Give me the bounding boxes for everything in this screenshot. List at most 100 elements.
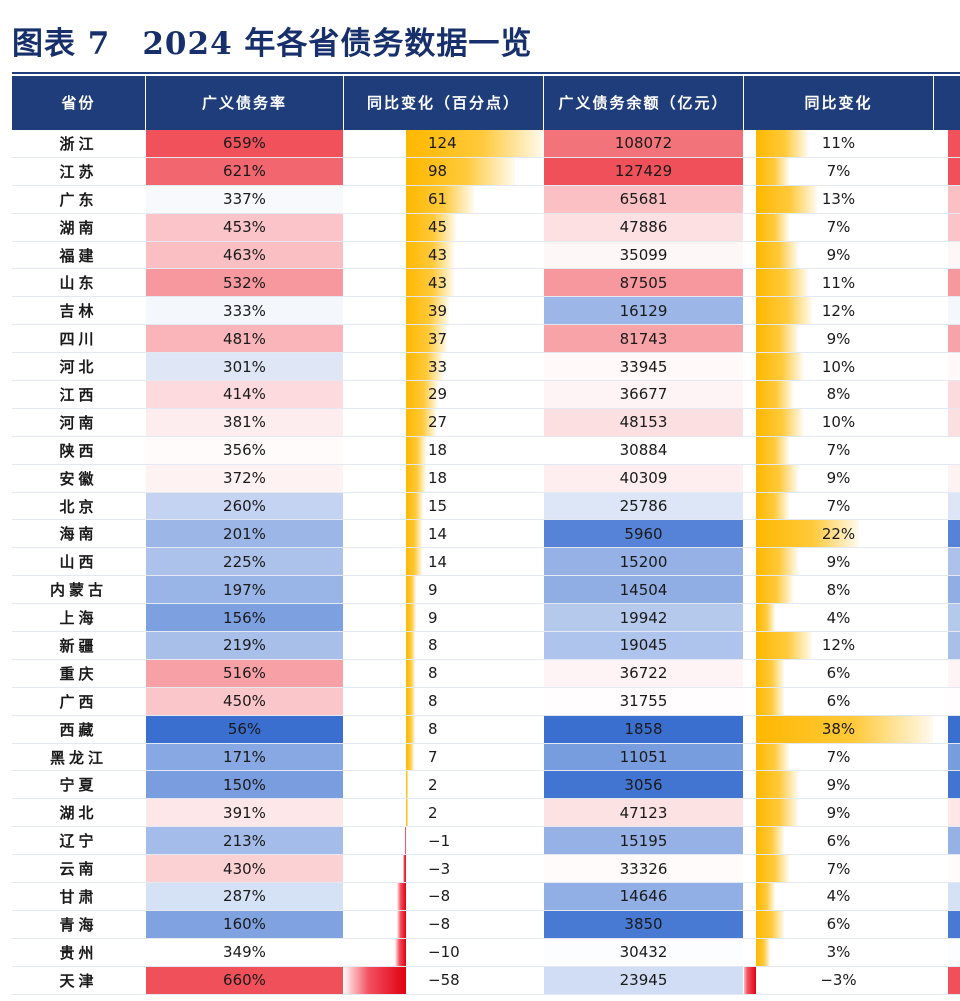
debt-ratio-cell: 349%: [146, 938, 344, 966]
balance-yoy-value: 6%: [826, 915, 851, 934]
balance-yoy-bar-negative: [744, 966, 756, 994]
debt-ratio-cell: 219%: [146, 632, 344, 659]
debt-balance-cell: 16129: [544, 297, 744, 325]
balance-yoy-value: 38%: [821, 720, 856, 739]
province-cell: 陕西: [12, 436, 146, 464]
debt-balance-cell: 81743: [544, 325, 744, 353]
debt-balance-cell: 14646: [544, 883, 744, 910]
edge-swatch: [948, 799, 960, 827]
province-cell: 云南: [12, 855, 146, 883]
table-row: 辽宁 213% −1 15195 6%: [12, 827, 960, 856]
balance-yoy-value: 7%: [826, 497, 851, 516]
province-cell: 河南: [12, 408, 146, 436]
balance-yoy-value: 8%: [826, 580, 851, 599]
debt-balance-cell: 11051: [544, 743, 744, 771]
table-row: 浙江 659% 124 108072 11%: [12, 130, 960, 158]
balance-yoy-value: 7%: [826, 218, 851, 237]
ratio-change-bar-positive: [406, 771, 409, 799]
balance-yoy-cell: 10%: [744, 353, 934, 381]
edge-cell: [934, 966, 960, 994]
balance-yoy-bar-positive: [756, 520, 860, 548]
debt-balance-cell: 15200: [544, 548, 744, 576]
table-row: 河南 381% 27 48153 10%: [12, 408, 960, 437]
debt-balance-cell: 36677: [544, 381, 744, 408]
edge-cell: [934, 743, 960, 771]
balance-yoy-bar-positive: [756, 157, 789, 185]
edge-swatch: [948, 185, 960, 213]
ratio-change-cell: 8: [344, 659, 544, 687]
balance-yoy-value: 10%: [821, 413, 856, 432]
ratio-change-bar-positive: [406, 185, 474, 213]
title-rule: [12, 72, 960, 74]
edge-swatch: [948, 883, 960, 910]
table-row: 山东 532% 43 87505 11%: [12, 269, 960, 298]
debt-ratio-cell: 56%: [146, 715, 344, 743]
edge-cell: [934, 325, 960, 353]
table-row: 天津 660% −58 23945 −3%: [12, 966, 960, 995]
balance-yoy-value: 10%: [821, 357, 856, 376]
edge-swatch: [948, 687, 960, 715]
balance-yoy-value: 11%: [821, 134, 856, 153]
ratio-change-value: 43: [428, 246, 448, 264]
table-row: 陕西 356% 18 30884 7%: [12, 436, 960, 465]
balance-yoy-cell: 4%: [744, 604, 934, 632]
debt-balance-cell: 36722: [544, 659, 744, 687]
edge-swatch: [948, 743, 960, 771]
ratio-change-cell: 61: [344, 185, 544, 213]
debt-ratio-cell: 516%: [146, 659, 344, 687]
edge-cell: [934, 855, 960, 883]
ratio-change-bar-positive: [406, 715, 415, 743]
debt-balance-cell: 19942: [544, 604, 744, 632]
balance-yoy-cell: 3%: [744, 938, 934, 966]
debt-balance-cell: 14504: [544, 576, 744, 604]
edge-swatch: [948, 325, 960, 353]
edge-cell: [934, 799, 960, 827]
province-cell: 山西: [12, 548, 146, 576]
debt-balance-cell: 1858: [544, 715, 744, 743]
balance-yoy-cell: 9%: [744, 241, 934, 269]
debt-ratio-cell: 213%: [146, 827, 344, 855]
balance-yoy-value: 9%: [826, 329, 851, 348]
debt-balance-cell: 35099: [544, 241, 744, 269]
ratio-change-value: 29: [428, 385, 448, 404]
table-row: 内蒙古 197% 9 14504 8%: [12, 576, 960, 605]
header-edge: [934, 76, 960, 130]
balance-yoy-value: 9%: [826, 552, 851, 571]
debt-ratio-cell: 463%: [146, 241, 344, 269]
edge-cell: [934, 548, 960, 576]
ratio-change-value: 33: [428, 357, 448, 376]
ratio-change-bar-positive: [406, 632, 415, 659]
balance-yoy-cell: 7%: [744, 743, 934, 771]
edge-swatch: [948, 213, 960, 241]
balance-yoy-value: 4%: [826, 887, 851, 906]
ratio-change-value: 124: [428, 134, 457, 153]
edge-cell: [934, 632, 960, 659]
ratio-change-value: −10: [428, 943, 460, 962]
balance-yoy-bar-positive: [756, 381, 794, 408]
edge-cell: [934, 464, 960, 492]
balance-yoy-value: 6%: [826, 692, 851, 711]
debt-balance-cell: 87505: [544, 269, 744, 297]
balance-yoy-cell: −3%: [744, 966, 934, 994]
debt-balance-cell: 40309: [544, 464, 744, 492]
ratio-change-value: −8: [428, 887, 451, 906]
province-cell: 上海: [12, 604, 146, 632]
ratio-change-bar-positive: [406, 492, 423, 520]
ratio-change-value: −3: [428, 859, 451, 878]
balance-yoy-cell: 7%: [744, 855, 934, 883]
ratio-change-value: 61: [428, 190, 448, 209]
debt-ratio-cell: 453%: [146, 213, 344, 241]
ratio-change-bar-negative: [395, 938, 406, 966]
table-row: 吉林 333% 39 16129 12%: [12, 297, 960, 326]
edge-swatch: [948, 269, 960, 297]
edge-swatch: [948, 464, 960, 492]
header-ratio-change: 同比变化（百分点）: [344, 76, 544, 130]
edge-swatch: [948, 241, 960, 269]
balance-yoy-cell: 7%: [744, 492, 934, 520]
edge-cell: [934, 938, 960, 966]
ratio-change-value: 8: [428, 720, 438, 739]
table-row: 上海 156% 9 19942 4%: [12, 604, 960, 633]
ratio-change-bar-positive: [406, 213, 457, 241]
province-cell: 贵州: [12, 938, 146, 966]
debt-balance-cell: 33326: [544, 855, 744, 883]
